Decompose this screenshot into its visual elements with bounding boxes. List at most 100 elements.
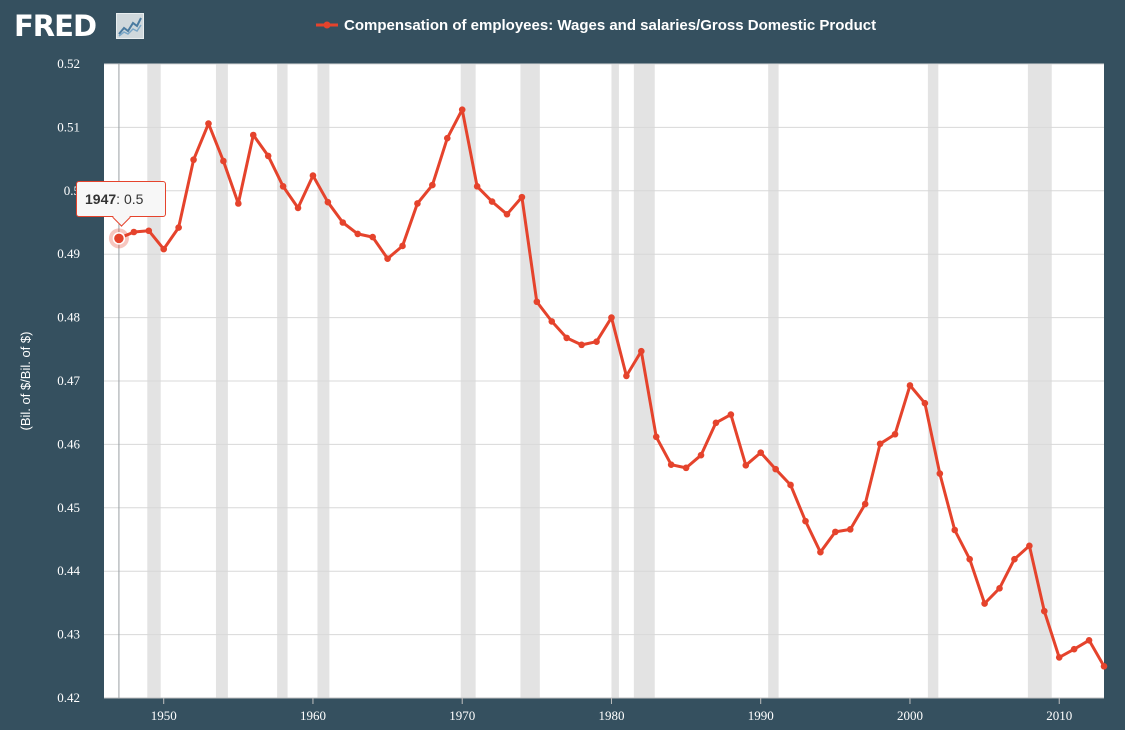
data-point: [936, 470, 944, 477]
data-point: [608, 314, 615, 321]
data-point: [1011, 555, 1018, 563]
x-tick-label: 1950: [151, 708, 177, 723]
data-point: [802, 517, 809, 525]
data-point: [369, 233, 376, 241]
tooltip-value: 0.5: [123, 191, 144, 207]
data-point: [264, 152, 272, 160]
data-point: [638, 347, 645, 355]
legend-label: Compensation of employees: Wages and sal…: [344, 16, 877, 34]
data-point: [891, 430, 899, 438]
data-point: [593, 338, 600, 345]
tooltip-separator: :: [116, 191, 124, 207]
data-point: [1100, 663, 1108, 670]
data-point: [145, 227, 153, 235]
data-point: [787, 481, 794, 489]
data-point: [697, 451, 705, 459]
data-point: [861, 500, 869, 508]
data-point: [354, 230, 362, 238]
line-chart-icon[interactable]: [116, 13, 144, 39]
data-point: [966, 555, 973, 563]
data-point: [832, 528, 839, 536]
data-point: [772, 465, 779, 473]
y-tick-label: 0.45: [57, 500, 80, 515]
data-point: [757, 449, 765, 456]
data-point: [981, 600, 988, 607]
data-point: [414, 200, 421, 207]
data-point: [443, 134, 451, 142]
data-point: [667, 461, 675, 468]
y-tick-label: 0.51: [57, 119, 80, 134]
data-point: [175, 224, 182, 231]
data-point: [846, 526, 854, 533]
data-point: [652, 433, 660, 441]
data-point: [205, 120, 212, 127]
data-point: [160, 245, 168, 253]
y-tick-label: 0.44: [57, 563, 80, 578]
y-tick-label: 0.43: [57, 627, 80, 642]
data-point: [279, 183, 287, 190]
data-point: [817, 548, 824, 556]
data-point: [235, 200, 242, 207]
data-point: [876, 440, 884, 448]
grid-lines: [104, 63, 1104, 699]
y-tick-label: 0.49: [57, 246, 80, 261]
x-axis-ticks: 1950 1960 1970 1980 1990 2000 2010: [104, 697, 1104, 723]
data-point: [249, 131, 257, 139]
data-point: [1055, 654, 1063, 661]
data-point: [727, 411, 735, 418]
data-point: [339, 219, 347, 226]
data-point: [473, 183, 481, 190]
data-point: [384, 255, 391, 262]
y-tick-label: 0.47: [57, 373, 80, 388]
x-tick-label: 1970: [449, 708, 475, 723]
data-point: [309, 172, 317, 179]
y-tick-label: 0.46: [57, 436, 80, 451]
x-tick-label: 2000: [897, 708, 923, 723]
data-point: [951, 526, 959, 534]
data-point: [623, 372, 630, 380]
data-point: [130, 228, 138, 236]
data-point: [190, 156, 197, 164]
legend-swatch: [316, 21, 338, 29]
data-point: [1026, 542, 1033, 550]
data-point: [488, 198, 496, 205]
chart-header: FRED Compensation of employees: Wages an…: [0, 0, 1125, 60]
fred-logo[interactable]: FRED: [14, 9, 97, 43]
x-tick-label: 1980: [598, 708, 624, 723]
data-point: [220, 157, 227, 165]
y-tick-label: 0.48: [57, 310, 80, 325]
data-point: [1085, 637, 1093, 644]
chart-legend[interactable]: Compensation of employees: Wages and sal…: [316, 14, 876, 36]
y-tick-label: 0.52: [57, 56, 80, 71]
data-point: [429, 181, 436, 189]
data-point: [578, 341, 585, 349]
y-axis-ticks: 0.420.430.440.450.460.470.480.490.50.510…: [57, 56, 80, 705]
data-series: [108, 106, 1108, 670]
x-tick-label: 1990: [748, 708, 774, 723]
tooltip-year: 1947: [85, 191, 117, 207]
data-point: [294, 204, 302, 212]
x-tick-label: 1960: [300, 708, 326, 723]
data-point: [503, 210, 511, 218]
y-tick-label: 0.42: [57, 690, 80, 705]
data-point: [533, 298, 541, 306]
data-point: [399, 242, 406, 250]
hover-point: [112, 232, 126, 245]
x-tick-label: 2010: [1046, 708, 1072, 723]
data-point: [1040, 607, 1048, 615]
data-point: [712, 419, 720, 427]
data-point: [324, 198, 332, 206]
data-tooltip: 1947: 0.5: [76, 181, 166, 217]
y-axis-label: (Bil. of $/Bil. of $): [18, 332, 33, 431]
data-point: [563, 334, 570, 342]
data-point: [682, 464, 690, 472]
data-point: [518, 193, 526, 201]
data-point: [1070, 645, 1078, 653]
data-point: [996, 585, 1003, 592]
data-point: [548, 318, 556, 325]
data-point: [458, 106, 466, 113]
data-point: [906, 382, 914, 389]
data-point: [742, 462, 750, 469]
data-point: [921, 399, 929, 407]
